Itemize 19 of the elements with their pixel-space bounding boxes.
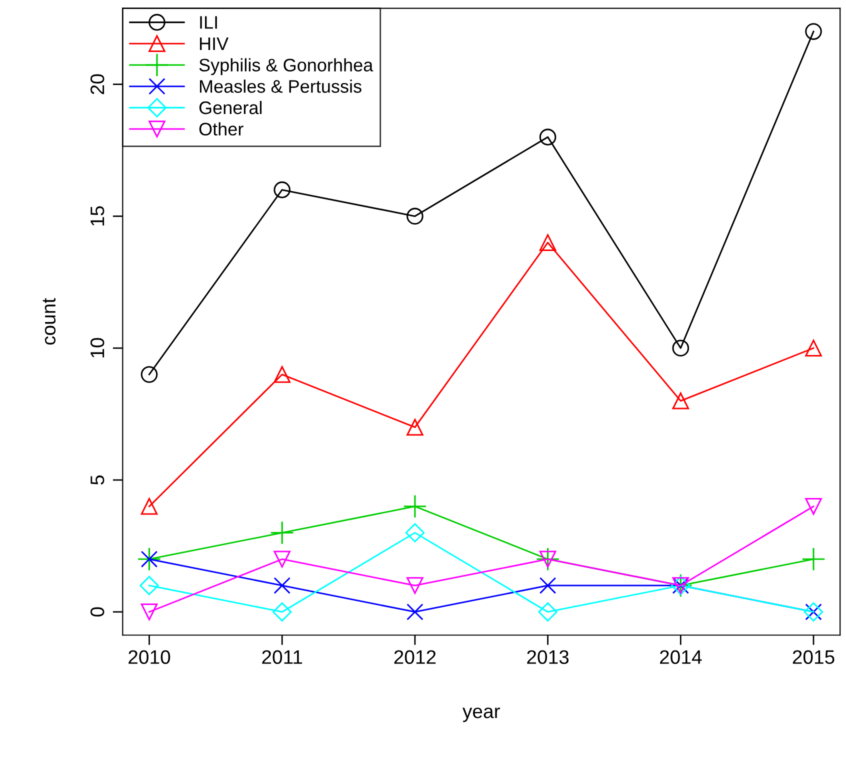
y-tick-label: 15 [90, 206, 104, 226]
x-tick-label: 2011 [262, 650, 302, 664]
legend-label: Measles & Pertussis [200, 80, 362, 93]
x-tick-label: 2014 [660, 650, 702, 664]
legend-label: ILI [200, 16, 217, 29]
x-tick-label: 2010 [128, 650, 170, 664]
x-axis-title: year [462, 708, 500, 722]
legend-label: Other [199, 122, 244, 136]
x-tick-label: 2012 [394, 650, 436, 664]
y-tick-label: 10 [90, 338, 104, 358]
y-tick-label: 0 [90, 607, 104, 617]
y-axis-title: count [42, 298, 56, 345]
y-tick-label: 5 [90, 475, 104, 485]
y-tick-label: 20 [90, 74, 104, 94]
legend-label: General [199, 100, 262, 114]
legend-label: HIV [200, 38, 229, 50]
x-tick-label: 2015 [792, 650, 834, 664]
x-tick-label: 2013 [527, 650, 569, 664]
legend-label: Syphilis & Gonorhhea [199, 58, 374, 76]
